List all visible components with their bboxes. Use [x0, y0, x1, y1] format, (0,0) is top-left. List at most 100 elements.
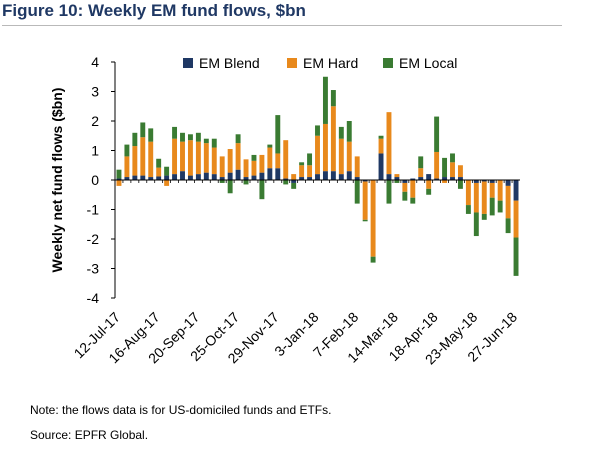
bar-em-hard: [465, 180, 471, 206]
bar-em-hard: [132, 146, 138, 176]
legend-swatch-em-hard: [287, 58, 297, 68]
bar-em-blend: [116, 178, 122, 180]
legend-label-em-local: EM Local: [399, 55, 457, 71]
bar-em-hard: [140, 137, 146, 176]
bar-em-hard: [457, 165, 463, 178]
bar-em-local: [140, 122, 146, 138]
bar-em-local: [394, 180, 400, 183]
y-tick-label: 0: [91, 172, 99, 188]
bar-em-blend: [132, 175, 138, 180]
bar-em-blend: [505, 180, 511, 186]
y-tick-label: 2: [91, 113, 99, 129]
bar-em-local: [164, 166, 170, 176]
bar-em-blend: [203, 172, 209, 181]
bar-em-hard: [227, 149, 233, 173]
bar-em-blend: [338, 174, 344, 180]
bar-em-hard: [473, 182, 479, 213]
bar-em-blend: [211, 174, 217, 180]
source-text: Source: EPFR Global.: [30, 428, 149, 442]
bar-area: [116, 76, 519, 276]
bar-em-blend: [378, 153, 384, 180]
bar-em-blend: [442, 177, 448, 180]
y-axis: 4 3 2 1 0 -1 -2 -3 -4: [87, 54, 116, 306]
bar-em-local: [513, 237, 519, 276]
chart: EM Blend EM Hard EM Local Weekly net fund …: [49, 54, 520, 367]
bar-em-hard: [291, 174, 297, 180]
bar-em-hard: [164, 180, 170, 186]
bar-em-hard: [370, 180, 376, 257]
bar-em-blend: [457, 177, 463, 180]
bar-em-blend: [386, 174, 392, 180]
bar-em-blend: [402, 180, 408, 183]
bar-em-local: [378, 135, 384, 139]
bar-em-hard: [299, 165, 305, 178]
bar-em-hard: [195, 141, 201, 175]
bar-em-blend: [227, 172, 233, 181]
bar-em-hard: [322, 123, 328, 172]
bar-em-hard: [219, 156, 225, 178]
bar-em-blend: [219, 177, 225, 180]
bar-em-blend: [394, 177, 400, 180]
bar-em-blend: [418, 177, 424, 180]
bar-em-local: [330, 90, 336, 107]
bar-em-blend: [322, 171, 328, 180]
legend-label-em-blend: EM Blend: [199, 55, 260, 71]
bar-em-hard: [378, 138, 384, 154]
bar-em-blend: [259, 172, 265, 181]
bar-em-hard: [124, 156, 130, 178]
bar-em-local: [386, 180, 392, 204]
bar-em-local: [203, 138, 209, 144]
bar-em-blend: [172, 174, 178, 180]
bar-em-hard: [267, 147, 273, 169]
bar-em-local: [418, 156, 424, 169]
y-tick-label: 1: [91, 143, 99, 159]
bar-em-hard: [275, 153, 281, 169]
bar-em-local: [180, 132, 185, 142]
legend: EM Blend EM Hard EM Local: [183, 55, 457, 71]
bar-em-blend: [410, 178, 416, 180]
bar-em-local: [259, 180, 265, 200]
bar-em-blend: [156, 176, 162, 180]
title-divider: [2, 25, 562, 26]
bar-em-hard: [394, 174, 400, 178]
bar-em-hard: [386, 112, 392, 175]
bar-em-blend: [235, 169, 241, 180]
bar-em-local: [243, 180, 249, 185]
bar-em-local: [354, 180, 360, 204]
bar-em-local: [505, 218, 511, 234]
bar-em-local: [473, 212, 479, 237]
bar-em-local: [465, 205, 471, 214]
bar-em-hard: [489, 182, 495, 198]
bar-em-hard: [187, 140, 193, 176]
bar-em-hard: [315, 135, 320, 175]
bar-em-hard: [148, 141, 154, 178]
bar-em-blend: [187, 175, 193, 180]
bar-em-blend: [299, 177, 305, 180]
bar-em-blend: [473, 180, 479, 183]
y-tick-label: 3: [91, 84, 99, 100]
bar-em-blend: [291, 180, 297, 183]
bar-em-hard: [426, 180, 432, 189]
x-axis: 12-Jul-1716-Aug-1720-Sep-1725-Oct-1729-N…: [71, 179, 520, 367]
y-tick-label: -1: [87, 202, 100, 218]
bar-em-blend: [450, 177, 455, 180]
bar-em-local: [450, 153, 455, 163]
bar-em-hard: [442, 180, 448, 183]
bar-em-hard: [362, 181, 368, 220]
bar-em-local: [116, 169, 122, 179]
bar-em-blend: [243, 177, 249, 180]
bar-em-hard: [203, 143, 209, 173]
bar-em-local: [132, 132, 138, 147]
bar-em-hard: [156, 167, 162, 177]
bar-em-hard: [172, 138, 178, 175]
bar-em-hard: [505, 185, 511, 219]
bar-em-hard: [450, 162, 455, 178]
bar-em-blend: [275, 168, 281, 180]
bar-em-local: [275, 115, 281, 154]
bar-em-blend: [140, 175, 146, 180]
bar-em-hard: [307, 165, 313, 178]
bar-em-hard: [346, 141, 352, 172]
bar-em-hard: [513, 200, 519, 238]
bar-em-hard: [259, 154, 265, 173]
bar-em-blend: [489, 180, 495, 183]
